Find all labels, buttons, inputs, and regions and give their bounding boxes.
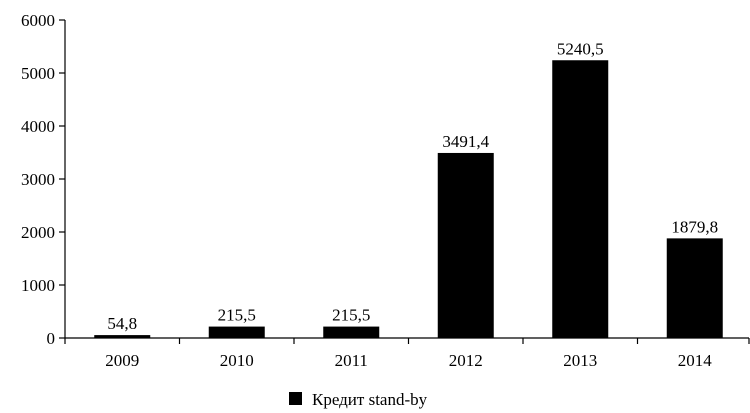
bar xyxy=(666,238,723,338)
bar-value-label: 5240,5 xyxy=(557,39,604,58)
bar xyxy=(94,335,151,338)
y-tick-label: 5000 xyxy=(21,64,55,83)
legend: Кредит stand-by xyxy=(289,390,428,409)
bar xyxy=(437,152,494,338)
legend-label: Кредит stand-by xyxy=(312,390,428,409)
y-tick-label: 3000 xyxy=(21,170,55,189)
x-tick-label: 2011 xyxy=(335,351,368,370)
bar xyxy=(208,326,265,338)
x-tick-label: 2014 xyxy=(678,351,713,370)
y-axis: 0 1000 2000 3000 4000 5000 6000 xyxy=(21,11,66,348)
bar-value-label: 215,5 xyxy=(218,306,256,325)
y-tick-label: 2000 xyxy=(21,223,55,242)
bars xyxy=(94,60,723,338)
legend-swatch xyxy=(289,392,302,405)
x-tick-label: 2009 xyxy=(105,351,139,370)
y-tick-label: 6000 xyxy=(21,11,55,30)
y-tick-label: 0 xyxy=(47,329,56,348)
y-tick-label: 4000 xyxy=(21,117,55,136)
bar xyxy=(552,60,609,338)
bar-value-label: 215,5 xyxy=(332,306,370,325)
x-axis: 2009 2010 2011 2012 2013 2014 xyxy=(64,337,750,370)
x-tick-label: 2012 xyxy=(449,351,483,370)
bar-value-label: 3491,4 xyxy=(442,132,489,151)
bar-value-label: 1879,8 xyxy=(671,217,718,236)
x-tick-label: 2013 xyxy=(563,351,597,370)
y-tick-label: 1000 xyxy=(21,276,55,295)
data-labels: 54,8 215,5 215,5 3491,4 5240,5 1879,8 xyxy=(107,39,718,333)
bar xyxy=(323,326,380,338)
bar-value-label: 54,8 xyxy=(107,314,137,333)
x-tick-label: 2010 xyxy=(220,351,254,370)
